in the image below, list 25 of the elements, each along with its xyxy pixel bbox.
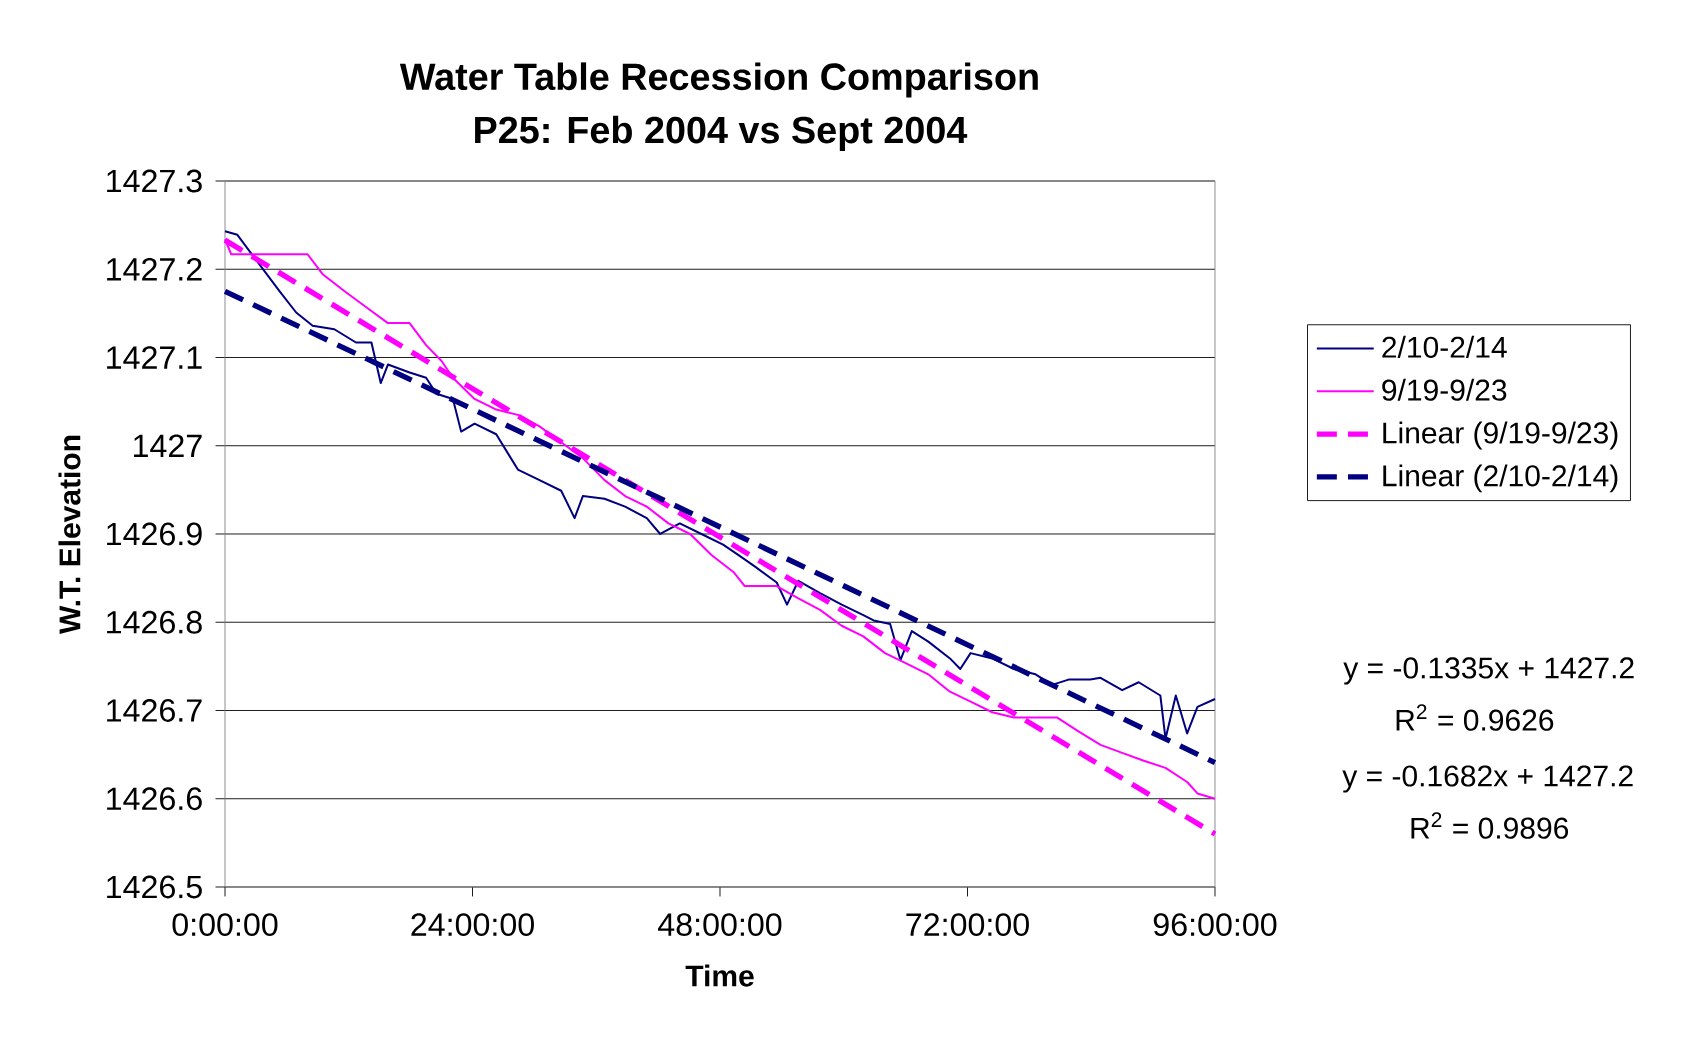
x-axis-title: Time	[685, 964, 754, 987]
y-tick-label: 1427.2	[107, 257, 202, 281]
x-tick-label: 24:00:00	[411, 913, 534, 936]
x-tick-label: 0:00:00	[172, 913, 278, 936]
y-tick-label: 1426.6	[107, 787, 202, 811]
legend-label: 9/19-9/23	[1382, 378, 1507, 401]
x-tick-label: 96:00:00	[1153, 913, 1277, 936]
y-tick-label: 1427.3	[107, 169, 202, 193]
y-tick-label: 1427.1	[107, 346, 202, 369]
text: R$^{2}$ = 0.9896	[1411, 812, 1569, 839]
y-tick-label: 1426.5	[107, 875, 202, 899]
text: y = -0.1335x + 1427.2	[1343, 657, 1634, 685]
y-axis-title: W.T. Elevation	[58, 435, 81, 634]
x-tick-label: 48:00:00	[658, 913, 782, 936]
x-tick-label: 72:00:00	[906, 913, 1029, 936]
y-tick-label: 1427	[133, 434, 202, 457]
y-tick-label: 1426.9	[107, 522, 202, 546]
y-tick-label: 1426.7	[107, 699, 202, 722]
chart-title: Water Table Recession Comparison P25: Feb 2004 vs Sept 2004	[399, 62, 1038, 151]
y-tick-label: 1426.8	[107, 610, 202, 634]
text: y = -0.1682x + 1427.2	[1342, 765, 1633, 793]
legend-label: Linear (9/19-9/23)	[1383, 421, 1618, 450]
text: R$^{2}$ = 0.9626	[1396, 704, 1554, 731]
legend-label: 2/10-2/14	[1382, 335, 1507, 358]
legend-label: Linear (2/10-2/14)	[1383, 464, 1618, 493]
